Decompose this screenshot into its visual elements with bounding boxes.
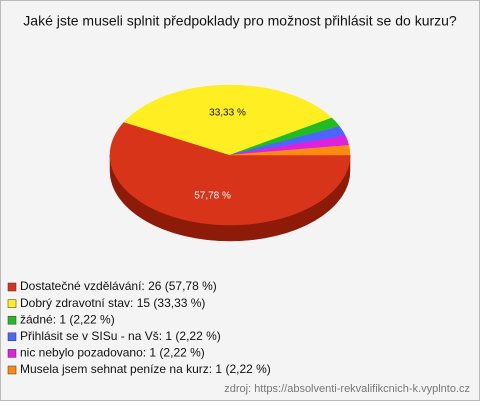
legend-swatch <box>7 315 17 325</box>
legend-label: Přihlásit se v SISu - na Vš: 1 (2,22 %) <box>20 329 221 343</box>
slice <box>109 121 351 226</box>
slice <box>123 84 333 156</box>
slice <box>229 145 351 156</box>
legend-swatch <box>7 332 17 342</box>
legend-label: Dobrý zdravotní stav: 15 (33,33 %) <box>20 296 205 310</box>
legend-swatch <box>7 282 17 292</box>
legend-swatch <box>7 299 17 308</box>
legend-label: Dostatečné vzdělávání: 26 (57,78 %) <box>20 279 217 293</box>
source: zdroj: https://absolventi-rekvalifikcnic… <box>224 383 470 395</box>
legend-swatch <box>7 349 17 358</box>
legend-label: Musela jsem sehnat peníze na kurz: 1 (2,… <box>20 362 271 376</box>
value-label: 33,33 % <box>209 108 246 119</box>
value-label: 57,78 % <box>194 190 231 201</box>
legend-swatch <box>7 365 17 375</box>
legend-label: nic nebylo pozadovano: 1 (2,22 %) <box>20 346 205 360</box>
chart-title: Jaké jste museli splnit předpoklady pro … <box>23 13 457 29</box>
legend-label: žádné: 1 (2,22 %) <box>20 312 115 326</box>
